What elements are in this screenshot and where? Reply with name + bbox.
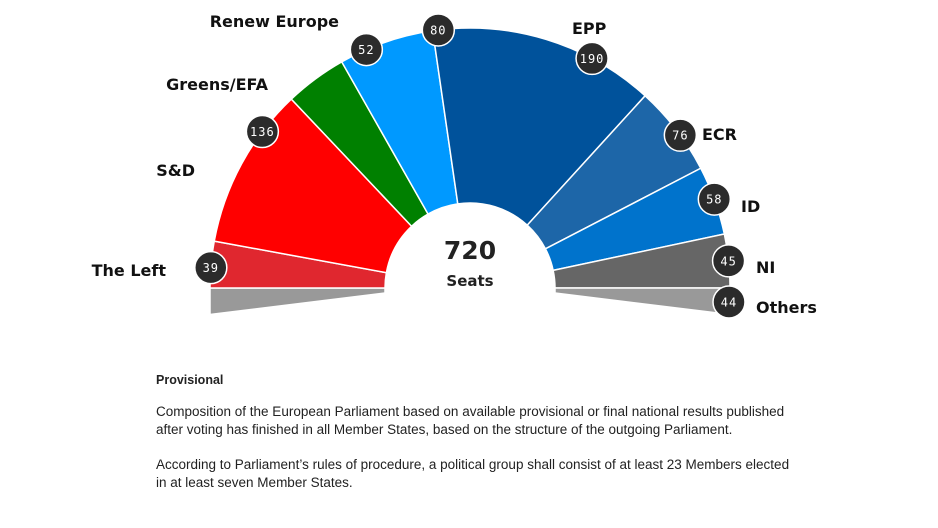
badge-the-left xyxy=(194,250,228,285)
badge-ecr xyxy=(663,118,698,152)
label-epp: EPP xyxy=(572,19,607,38)
badge-value-ni: 45 xyxy=(720,254,736,268)
segment-others-right xyxy=(554,287,731,316)
badge-value-renew-europe: 80 xyxy=(430,23,446,37)
badge-value-the-left: 39 xyxy=(203,261,219,275)
badge-value-ecr: 76 xyxy=(672,129,688,143)
badge-greens-efa xyxy=(349,32,384,67)
badge-value-s-d: 136 xyxy=(250,125,275,139)
badge-value-id: 58 xyxy=(706,193,722,207)
badge-id xyxy=(697,182,732,216)
label-renew-europe: Renew Europe xyxy=(210,12,339,31)
segment-epp xyxy=(431,27,647,227)
label-the-left: The Left xyxy=(92,261,167,280)
label-id: ID xyxy=(741,197,760,216)
notes-section: Provisional Composition of the European … xyxy=(156,373,796,509)
label-greens-efa: Greens/EFA xyxy=(166,75,269,94)
badge-value-others: 44 xyxy=(721,296,737,310)
label-ni: NI xyxy=(756,258,775,277)
provisional-heading: Provisional xyxy=(156,373,224,387)
rules-note: According to Parliament’s rules of proce… xyxy=(156,457,790,490)
label-ecr: ECR xyxy=(702,125,737,144)
badge-epp xyxy=(575,41,609,76)
hemicycle-chart: 39 136 52 80 190 76 58 45 44 The Left S&D Greens/E… xyxy=(92,12,817,319)
badge-value-epp: 190 xyxy=(580,52,605,66)
composition-note: Composition of the European Parliament b… xyxy=(156,404,785,437)
seat-badges: 39 136 52 80 190 76 58 45 44 xyxy=(194,13,746,319)
segment-others-left xyxy=(209,287,386,316)
seats-label: Seats xyxy=(446,272,493,290)
label-s-d: S&D xyxy=(156,161,195,180)
total-seats: 720 xyxy=(444,236,496,265)
badge-ni xyxy=(711,244,746,278)
label-others: Others xyxy=(756,298,817,317)
badge-value-greens-efa: 52 xyxy=(358,43,374,57)
badge-renew-europe xyxy=(421,13,456,47)
badge-others xyxy=(712,285,746,319)
party-labels: The Left S&D Greens/EFA Renew Europe EPP ECR I… xyxy=(92,12,817,317)
badge-s-d xyxy=(245,114,280,149)
